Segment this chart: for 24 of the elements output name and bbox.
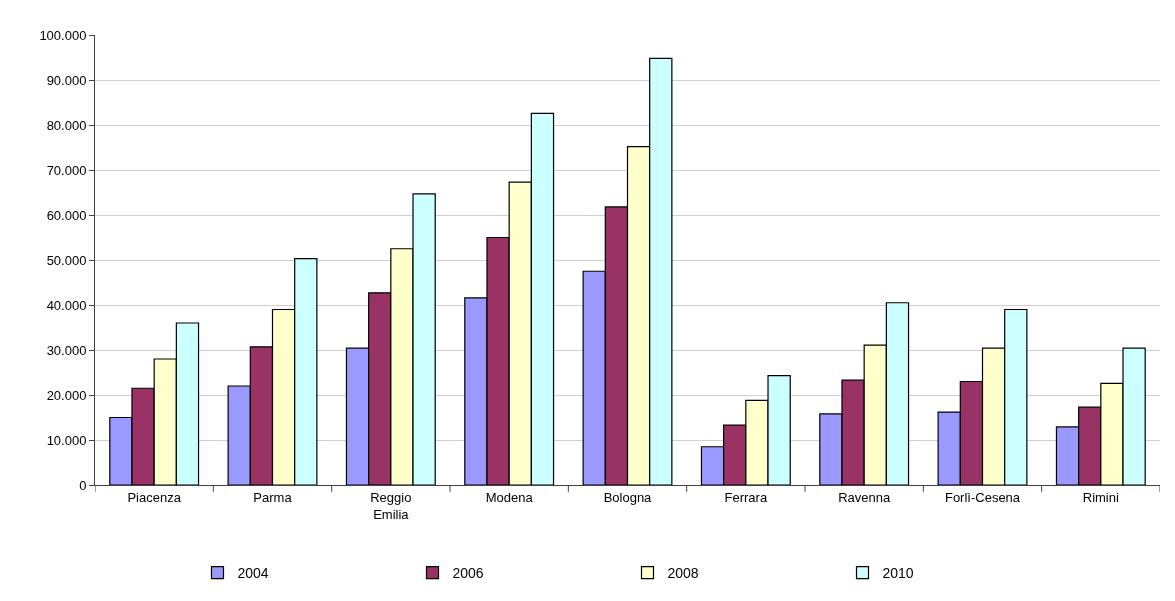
- y-tick-label: 60.000: [46, 207, 87, 223]
- y-tick-label: 30.000: [46, 342, 87, 358]
- x-tick-label: Modena: [485, 489, 534, 505]
- y-tick-label: 100.000: [39, 27, 87, 43]
- x-tick-label: Reggio Emilia: [370, 489, 412, 522]
- x-tick-label: Ferrara: [724, 489, 768, 505]
- legend-label: 2008: [667, 565, 699, 582]
- y-tick-label: 10.000: [46, 432, 87, 448]
- y-tick-label: 90.000: [46, 72, 87, 88]
- y-tick-label: 50.000: [46, 252, 87, 268]
- x-tick-label: Ravenna: [838, 489, 891, 505]
- legend-label: 2006: [452, 565, 484, 582]
- x-tick-label: Rimini: [1082, 489, 1119, 505]
- y-tick-label: 0: [79, 477, 87, 493]
- x-tick-label: Forlì-Cesena: [944, 489, 1021, 505]
- legend-label: 2004: [237, 565, 269, 582]
- x-tick-label: Parma: [253, 489, 293, 505]
- y-tick-label: 40.000: [46, 297, 87, 313]
- x-tick-label: Piacenza: [127, 489, 182, 505]
- y-tick-label: 80.000: [46, 117, 87, 133]
- x-tick-label: Bologna: [603, 489, 653, 505]
- y-tick-label: 70.000: [46, 162, 87, 178]
- legend-label: 2010: [882, 565, 914, 582]
- y-tick-label: 20.000: [46, 387, 87, 403]
